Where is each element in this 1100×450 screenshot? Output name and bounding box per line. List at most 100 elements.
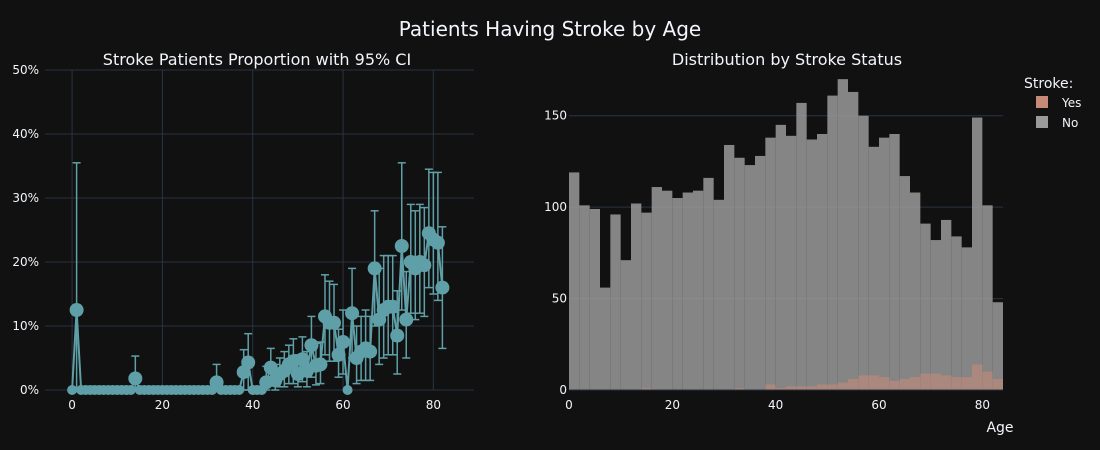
legend-swatch-no[interactable] [1036, 116, 1048, 128]
left-y-tick-label: 30% [12, 191, 39, 205]
bar-no [910, 192, 921, 390]
left-y-tick-label: 40% [12, 127, 39, 141]
bar-no [775, 124, 786, 390]
data-point [394, 239, 409, 253]
bar-no [682, 192, 693, 390]
bar-yes [786, 386, 797, 390]
bar-yes [641, 388, 652, 390]
left-chart-title: Stroke Patients Proportion with 95% CI [103, 50, 411, 69]
data-point [390, 328, 405, 343]
data-point [417, 258, 432, 273]
bar-no [693, 190, 704, 390]
left-x-tick-label: 0 [68, 398, 76, 412]
right-x-axis-label: Age [986, 420, 1013, 436]
legend-label-no[interactable]: No [1062, 116, 1078, 130]
bar-yes [879, 377, 890, 390]
bar-no [620, 260, 631, 390]
bar-no [837, 79, 848, 391]
bar-yes [889, 380, 900, 390]
bar-no [951, 236, 962, 390]
data-point [128, 371, 143, 386]
legend-swatch-yes[interactable] [1036, 96, 1048, 108]
bar-yes [951, 377, 962, 390]
bar-yes [910, 377, 921, 390]
bar-no [961, 247, 972, 390]
bar-yes [992, 379, 1003, 390]
data-point [304, 338, 319, 353]
data-point [399, 312, 414, 327]
bar-yes [837, 382, 848, 390]
bar-no [899, 176, 910, 390]
bar-yes [775, 388, 786, 390]
bar-no [796, 102, 807, 391]
bar-no [651, 187, 662, 390]
right-chart-title: Distribution by Stroke Status [672, 50, 902, 69]
data-point [234, 385, 245, 395]
bar-no [755, 155, 766, 390]
right-y-tick-label: 50 [552, 292, 567, 306]
bar-no [930, 240, 941, 390]
data-point [331, 347, 346, 362]
right-y-tick-label: 150 [544, 109, 567, 123]
bar-no [703, 177, 714, 390]
data-point [363, 344, 378, 359]
bar-no [972, 117, 983, 391]
bar-no [631, 203, 642, 390]
bar-yes [982, 371, 993, 390]
data-point [385, 299, 400, 314]
bar-yes [734, 388, 745, 390]
legend-title: Stroke: [1024, 76, 1073, 92]
data-point [67, 385, 78, 395]
bar-no [982, 205, 993, 390]
bar-yes [899, 379, 910, 390]
bar-no [868, 146, 879, 390]
data-point [342, 385, 353, 395]
left-x-tick-label: 20 [155, 398, 170, 412]
bar-no [941, 219, 952, 390]
bar-no [786, 135, 797, 390]
bar-no [889, 134, 900, 390]
legend-label-yes[interactable]: Yes [1061, 96, 1081, 110]
right-x-tick-label: 20 [665, 398, 680, 412]
bar-yes [827, 384, 838, 390]
bar-yes [858, 375, 869, 390]
bar-no [724, 144, 735, 390]
data-point [367, 261, 382, 276]
left-plot-area: 0 20 40 60 80 0% 10% 20% 30% 40% 50% [12, 63, 474, 412]
data-point [241, 355, 256, 370]
data-point [345, 306, 360, 321]
bar-no [827, 95, 838, 390]
bar-no [765, 137, 776, 390]
data-point [295, 352, 310, 367]
left-y-tick-label: 20% [12, 255, 39, 269]
figure-title: Patients Having Stroke by Age [399, 17, 702, 41]
data-point [327, 315, 342, 330]
bar-no [858, 115, 869, 390]
right-plot-area: 0 50 100 150 0 20 40 60 80 [544, 79, 1003, 412]
bar-no [662, 190, 673, 390]
bar-yes [941, 375, 952, 390]
bar-yes [930, 373, 941, 390]
bar-yes [920, 373, 931, 390]
right-x-tick-label: 0 [565, 398, 573, 412]
right-y-tick-label: 100 [544, 200, 567, 214]
left-y-tick-label: 50% [12, 63, 39, 77]
bar-no [641, 212, 652, 390]
left-x-tick-label: 60 [335, 398, 350, 412]
right-x-tick-label: 80 [975, 398, 990, 412]
bar-no [734, 157, 745, 390]
bar-yes [796, 386, 807, 390]
data-point [125, 385, 136, 395]
left-y-tick-label: 10% [12, 319, 39, 333]
data-point [430, 235, 445, 250]
bar-no [600, 287, 611, 390]
right-y-tick-label: 0 [559, 383, 567, 397]
bar-yes [765, 384, 776, 390]
bar-yes [961, 377, 972, 390]
bar-no [992, 302, 1003, 390]
right-x-tick-label: 40 [768, 398, 783, 412]
bar-yes [848, 379, 859, 390]
bar-no [589, 208, 600, 390]
data-point [435, 280, 450, 295]
